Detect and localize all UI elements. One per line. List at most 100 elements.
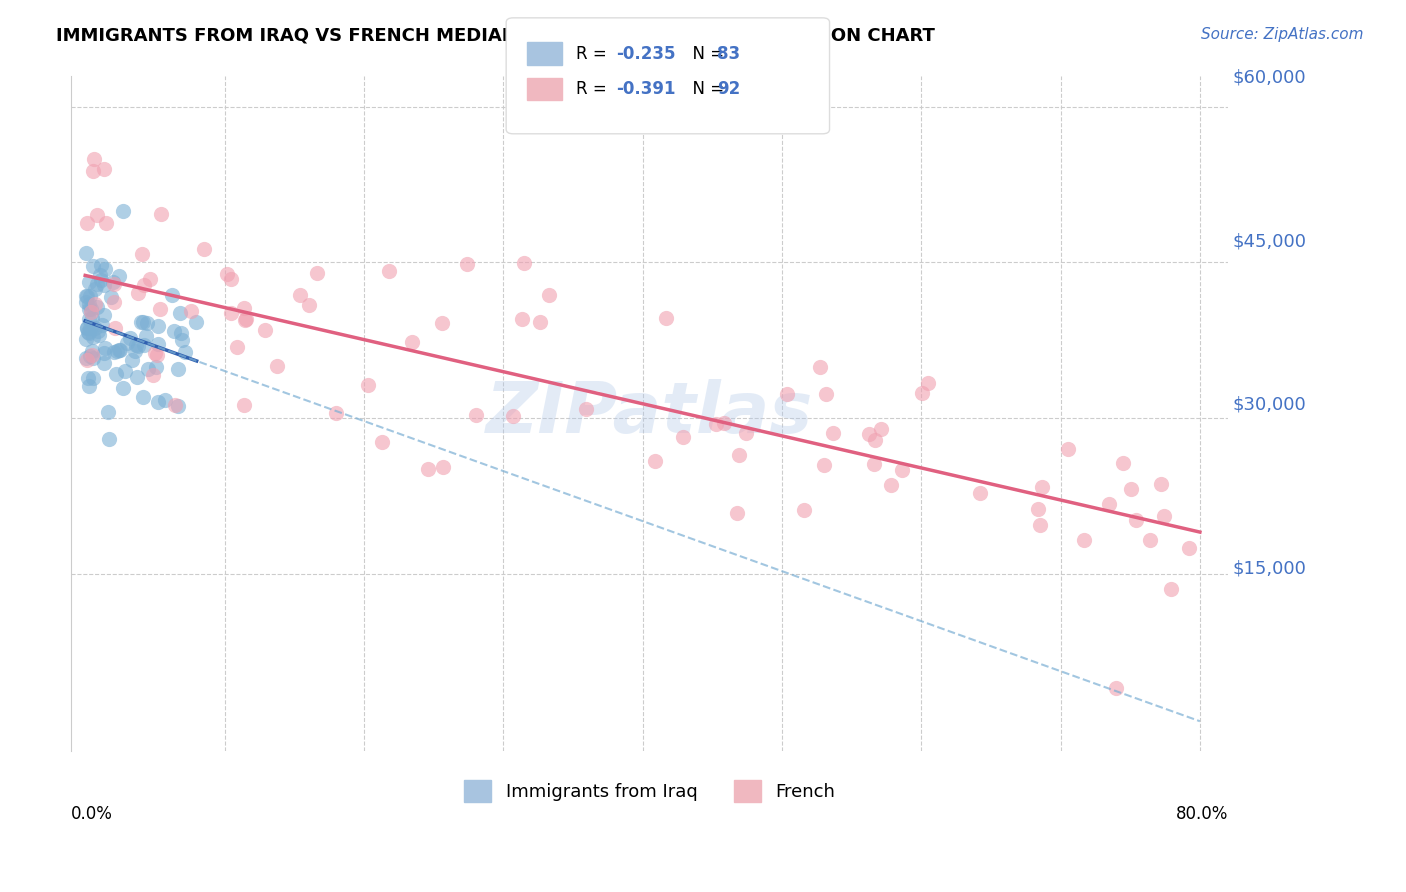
Point <box>82 344 104 359</box>
Point <box>125 370 148 384</box>
Point <box>132 277 155 292</box>
Point <box>725 506 748 520</box>
Point <box>132 315 155 329</box>
Point <box>1121 482 1143 496</box>
Point <box>93 356 115 370</box>
Point <box>125 338 148 352</box>
Point <box>219 306 242 320</box>
Point <box>233 313 256 327</box>
Point <box>862 457 884 471</box>
Point <box>1026 502 1049 516</box>
Point <box>79 349 101 363</box>
Text: IMMIGRANTS FROM IRAQ VS FRENCH MEDIAN FEMALE EARNINGS CORRELATION CHART: IMMIGRANTS FROM IRAQ VS FRENCH MEDIAN FE… <box>56 27 935 45</box>
Point <box>79 289 101 303</box>
Point <box>418 462 440 476</box>
Point <box>83 152 105 166</box>
Point <box>145 348 167 362</box>
Point <box>82 351 104 366</box>
Point <box>77 302 100 317</box>
Point <box>136 362 159 376</box>
Point <box>93 262 115 277</box>
Point <box>911 385 934 400</box>
Text: R =: R = <box>576 45 613 62</box>
Point <box>89 268 111 283</box>
Point <box>103 294 125 309</box>
Point <box>83 282 105 296</box>
Point <box>139 271 162 285</box>
Point <box>76 321 98 335</box>
Point <box>513 256 536 270</box>
Point <box>858 427 880 442</box>
Point <box>655 310 678 325</box>
Point <box>298 297 321 311</box>
Text: Source: ZipAtlas.com: Source: ZipAtlas.com <box>1201 27 1364 42</box>
Point <box>704 417 727 432</box>
Point <box>226 340 249 354</box>
Point <box>727 448 749 462</box>
Point <box>82 330 104 344</box>
Point <box>713 417 735 431</box>
Point <box>75 351 97 366</box>
Point <box>84 297 107 311</box>
Point <box>79 379 101 393</box>
Text: ZIPatlas: ZIPatlas <box>486 378 813 448</box>
Point <box>672 430 695 444</box>
Point <box>1105 681 1128 696</box>
Point <box>193 242 215 256</box>
Point <box>148 337 170 351</box>
Point <box>172 334 194 348</box>
Point <box>132 390 155 404</box>
Point <box>170 326 193 341</box>
Text: 83: 83 <box>717 45 740 62</box>
Point <box>135 329 157 343</box>
Point <box>89 258 111 272</box>
Point <box>166 362 188 376</box>
Point <box>254 323 277 337</box>
Point <box>93 346 115 360</box>
Point <box>880 478 903 492</box>
Point <box>142 368 165 383</box>
Point <box>776 387 799 401</box>
Point <box>93 308 115 322</box>
Point <box>127 339 149 353</box>
Point <box>325 406 347 420</box>
Point <box>90 273 112 287</box>
Point <box>1057 442 1080 457</box>
Point <box>150 207 173 221</box>
Point <box>75 289 97 303</box>
Point <box>456 257 478 271</box>
Point <box>863 433 886 447</box>
Point <box>77 275 100 289</box>
Point <box>1153 508 1175 523</box>
Point <box>266 359 288 373</box>
Point <box>537 287 560 301</box>
Point <box>891 462 914 476</box>
Text: R =: R = <box>576 80 613 98</box>
Point <box>793 503 815 517</box>
Point <box>808 359 831 374</box>
Point <box>131 247 153 261</box>
Point <box>82 371 104 385</box>
Point <box>1150 477 1173 491</box>
Point <box>79 321 101 335</box>
Point <box>1112 456 1135 470</box>
Point <box>77 297 100 311</box>
Point <box>813 458 835 472</box>
Point <box>80 302 103 317</box>
Point <box>121 353 143 368</box>
Point <box>529 315 551 329</box>
Point <box>132 338 155 352</box>
Point <box>108 343 131 357</box>
Point <box>143 345 166 359</box>
Text: -0.235: -0.235 <box>616 45 675 62</box>
Point <box>84 320 107 334</box>
Point <box>79 326 101 341</box>
Point <box>166 399 188 413</box>
Point <box>370 435 392 450</box>
Point <box>76 352 98 367</box>
Point <box>79 312 101 326</box>
Point <box>180 304 202 318</box>
Point <box>235 311 257 326</box>
Point <box>76 216 98 230</box>
Point <box>148 318 170 333</box>
